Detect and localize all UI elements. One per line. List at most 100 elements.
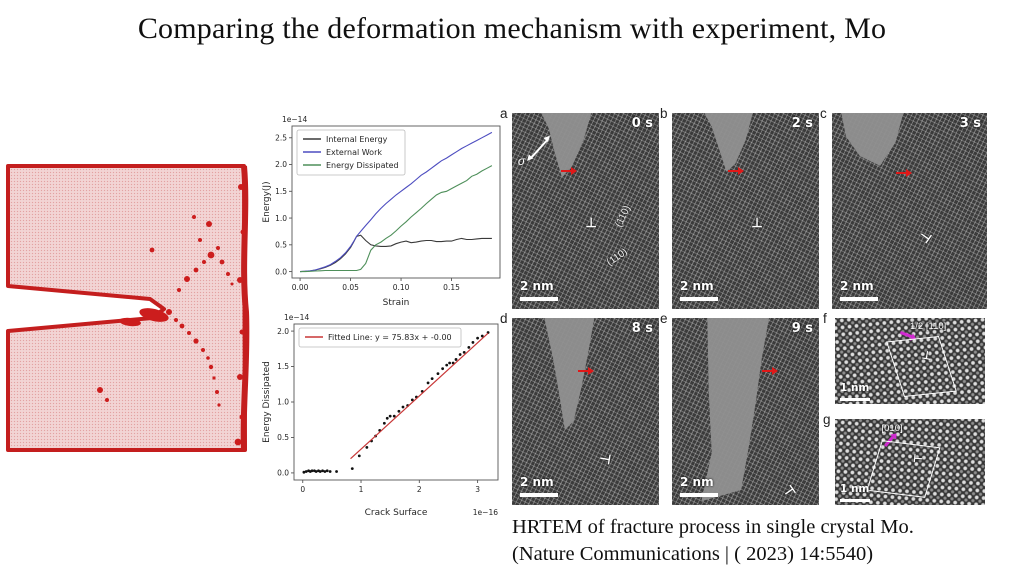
svg-text:0.0: 0.0 [275, 267, 287, 276]
svg-text:1.5: 1.5 [277, 362, 289, 371]
caption-line-2: (Nature Communications | ( 2023) 14:5540… [512, 542, 874, 565]
crack-tip-arrow-icon [761, 367, 778, 376]
dislocation-icon: ⊥ [596, 451, 614, 466]
svg-text:0.05: 0.05 [342, 283, 359, 292]
micrograph: [010] ⊥ 1 nm [835, 419, 985, 505]
timestamp: 3 s [959, 116, 981, 131]
scale-bar-line [680, 297, 718, 301]
svg-text:2.0: 2.0 [277, 327, 289, 336]
burgers-vector-label: [010] [881, 423, 903, 435]
svg-text:Energy(J): Energy(J) [262, 181, 272, 222]
crack-tip-arrow-icon [560, 166, 577, 175]
stress-sigma-label: σ [517, 154, 526, 169]
scale-bar: 2 nm [840, 277, 878, 301]
svg-text:0.5: 0.5 [277, 433, 289, 442]
tem-panel-c: c 3 s ⊥ 2 nm [820, 106, 987, 309]
svg-text:1: 1 [359, 485, 364, 494]
panel-letter: g [823, 412, 831, 427]
timestamp: 0 s [631, 116, 653, 131]
scale-bar: 1 nm [840, 479, 870, 502]
dislocation-icon: ⊥ [751, 214, 763, 230]
scale-bar-line [840, 499, 870, 502]
figure-caption: HRTEM of fracture process in single crys… [512, 514, 1017, 567]
plane-label-110: (110) [613, 203, 634, 230]
tem-panel-d: d 8 s ⊥ 2 nm [500, 311, 659, 505]
energy-vs-strain-chart: 0.00 0.05 0.10 0.15 0.0 0.5 1.0 1.5 2.0 2.5 1e−14 S… [260, 110, 508, 310]
tem-panel-f: f 1/2 [110] ⊥ 1 nm [823, 311, 985, 404]
svg-text:Strain: Strain [383, 298, 410, 308]
scale-bar-label: 2 nm [520, 475, 554, 489]
micrograph: 3 s ⊥ 2 nm [832, 113, 987, 309]
tem-panel-g: g [010] ⊥ 1 nm [823, 412, 985, 505]
svg-text:1.5: 1.5 [275, 187, 287, 196]
scale-bar-label: 1 nm [840, 483, 870, 495]
svg-text:0.15: 0.15 [443, 283, 460, 292]
micrograph: 8 s ⊥ 2 nm [512, 318, 659, 505]
svg-text:External Work: External Work [326, 148, 382, 157]
svg-text:Internal Energy: Internal Energy [326, 135, 388, 144]
svg-text:Energy Dissipated: Energy Dissipated [262, 361, 272, 443]
panel-letter: f [823, 311, 827, 326]
md-simulation-image [6, 164, 250, 452]
slide-title: Comparing the deformation mechanism with… [137, 12, 887, 45]
scale-bar-label: 2 nm [520, 279, 554, 293]
svg-text:3: 3 [475, 485, 480, 494]
timestamp: 9 s [791, 321, 813, 336]
scale-bar-line [520, 493, 558, 497]
caption-line-1: HRTEM of fracture process in single crys… [512, 516, 914, 538]
svg-text:2: 2 [417, 485, 422, 494]
svg-text:0.10: 0.10 [393, 283, 410, 292]
dislocation-icon: ⊥ [916, 227, 935, 246]
scale-bar-label: 1 nm [840, 382, 870, 394]
scale-bar: 2 nm [680, 277, 718, 301]
scale-bar-label: 2 nm [840, 279, 874, 293]
svg-text:2.5: 2.5 [275, 133, 287, 142]
dislocation-icon: ⊥ [910, 452, 924, 464]
scale-bar: 2 nm [680, 473, 718, 497]
scale-bar: 2 nm [520, 473, 558, 497]
crack-tip-arrow-icon [578, 367, 595, 376]
tem-panel-e: e 9 s ⊥ 2 nm [660, 311, 819, 505]
timestamp: 2 s [791, 116, 813, 131]
panel-letter: d [500, 311, 508, 326]
micrograph: 9 s ⊥ 2 nm [672, 318, 819, 505]
svg-text:1.0: 1.0 [277, 398, 289, 407]
panel-letter: c [820, 106, 827, 121]
micrograph: 2 s ⊥ 2 nm [672, 113, 819, 309]
svg-text:0.5: 0.5 [275, 241, 287, 250]
micrograph: 0 s σ ⊥ (110) (110) 2 nm [512, 113, 659, 309]
svg-text:2.0: 2.0 [275, 160, 287, 169]
scale-bar-line [680, 493, 718, 497]
svg-text:1.0: 1.0 [275, 214, 287, 223]
svg-text:0: 0 [300, 485, 305, 494]
panel-letter: e [660, 311, 668, 326]
svg-text:1e−14: 1e−14 [282, 115, 307, 124]
svg-text:0.00: 0.00 [292, 283, 309, 292]
stress-direction-arrow-icon [530, 139, 548, 159]
energy-vs-crack-surface-chart: 0 1 2 3 0.0 0.5 1.0 1.5 2.0 1e−14 1e−16 Crack Surfa… [260, 308, 512, 520]
svg-text:0.0: 0.0 [277, 469, 289, 478]
micrograph: 1/2 [110] ⊥ 1 nm [835, 318, 985, 404]
svg-text:1e−16: 1e−16 [473, 508, 498, 517]
svg-text:Fitted Line: y = 75.83x + -0.0: Fitted Line: y = 75.83x + -0.00 [328, 333, 452, 342]
dislocation-icon: ⊥ [779, 481, 799, 500]
panel-letter: a [500, 106, 508, 121]
panel-letter: b [660, 106, 668, 121]
scale-bar-line [840, 398, 870, 401]
scale-bar-label: 2 nm [680, 279, 714, 293]
chart1-svg: 0.00 0.05 0.10 0.15 0.0 0.5 1.0 1.5 2.0 2.5 1e−14 S… [262, 115, 501, 308]
scale-bar-line [520, 297, 558, 301]
svg-text:Energy Dissipated: Energy Dissipated [326, 161, 399, 170]
scale-bar: 2 nm [520, 277, 558, 301]
burgers-vector-label: 1/2 [110] [910, 321, 947, 333]
plane-label-110: (110) [604, 246, 630, 269]
dislocation-icon: ⊥ [585, 214, 597, 230]
dislocation-icon: ⊥ [920, 349, 933, 363]
scale-bar-line [840, 297, 878, 301]
scale-bar: 1 nm [840, 378, 870, 401]
crack-tip-arrow-icon [895, 168, 912, 177]
svg-text:1e−14: 1e−14 [284, 313, 309, 322]
timestamp: 8 s [631, 321, 653, 336]
tem-panel-b: b 2 s ⊥ 2 nm [660, 106, 819, 309]
